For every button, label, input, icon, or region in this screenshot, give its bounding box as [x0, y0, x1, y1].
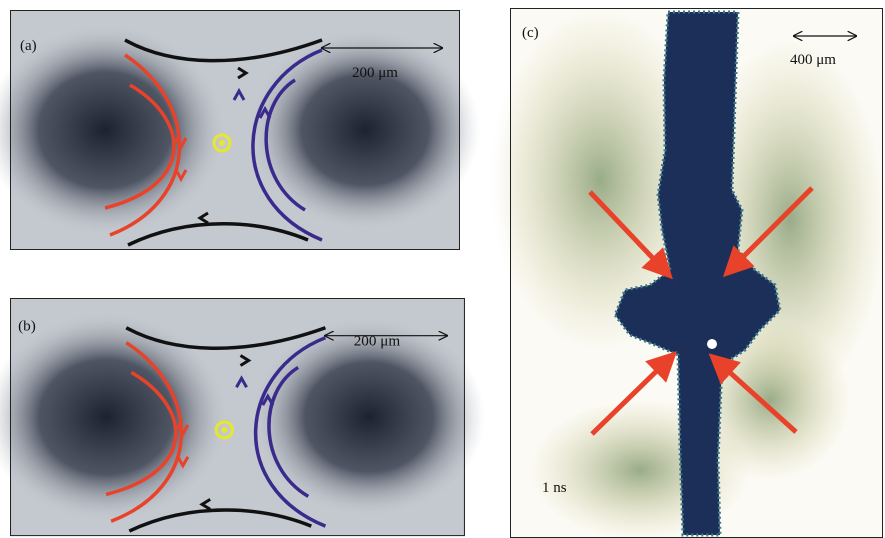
- panel-label: (c): [522, 25, 539, 41]
- panel-b: (b) 200 μm: [0, 298, 485, 536]
- panel-a: (a) 200 μm: [0, 10, 480, 250]
- panel-label: (a): [20, 38, 37, 54]
- hole: [707, 339, 717, 349]
- scale-label: 400 μm: [790, 52, 836, 68]
- scale-label: 200 μm: [352, 65, 398, 81]
- time-label: 1 ns: [542, 480, 567, 496]
- panel-image: [0, 10, 480, 250]
- panel-c: (c) 400 μm 1 ns: [490, 8, 885, 538]
- panel-image: [0, 298, 485, 536]
- figure: (a) 200 μm (b) 200 μm (c) 400 μm 1 ns: [0, 0, 885, 538]
- scale-label: 200 μm: [354, 334, 401, 350]
- panel-label: (b): [18, 319, 36, 335]
